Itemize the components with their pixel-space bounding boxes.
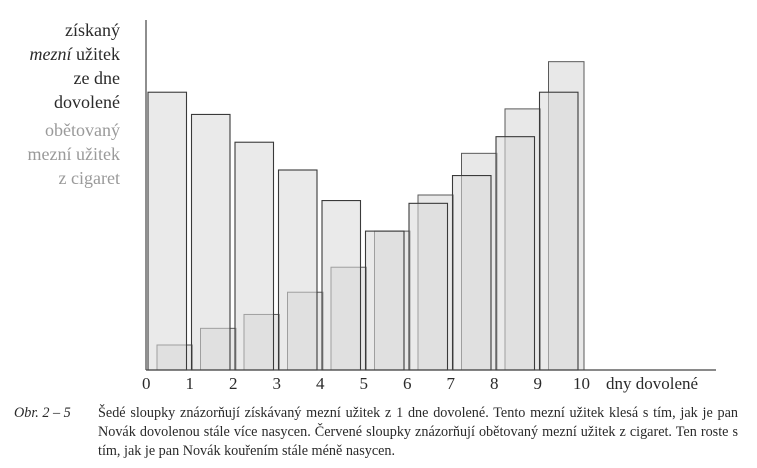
bar-gained-day-2: [190, 113, 231, 371]
bar-gained-day-8: [451, 175, 492, 371]
bar-gained-day-10: [538, 91, 579, 371]
y-label-line: ze dne: [73, 68, 120, 88]
bar-gained-day-5: [321, 200, 362, 371]
x-tick-label: 5: [360, 374, 369, 393]
y-axis-label-primary: získaný mezní užitek ze dne dovolené: [10, 18, 120, 114]
x-tick-label: 3: [273, 374, 282, 393]
bars-sacrificed-utility: [147, 91, 579, 371]
bar-chart: 0 1 2 3 4 5 6 7 8 9 10 dny dovolené: [142, 20, 716, 393]
bar-gained-day-4: [277, 169, 318, 371]
bar-gained-day-6: [364, 230, 405, 371]
x-tick-label: 6: [403, 374, 412, 393]
y-label-line: mezní užitek: [27, 144, 120, 164]
x-tick-label: 2: [229, 374, 238, 393]
y-label-line: dovolené: [54, 92, 120, 112]
y-label-line: získaný: [65, 20, 120, 40]
bar-gained-day-1: [147, 91, 188, 371]
y-label-line: z cigaret: [58, 168, 120, 188]
x-tick-labels: 0 1 2 3 4 5 6 7 8 9 10: [142, 374, 590, 393]
y-axis-label-secondary: obětovaný mezní užitek z cigaret: [10, 118, 120, 190]
bar-gained-day-3: [234, 141, 275, 371]
x-tick-label: 0: [142, 374, 151, 393]
y-label-line: mezní užitek: [29, 44, 120, 64]
x-tick-label: 8: [490, 374, 499, 393]
figure-number: Obr. 2 – 5: [14, 405, 71, 421]
x-tick-label: 7: [447, 374, 456, 393]
x-tick-label: 10: [573, 374, 590, 393]
y-label-line: obětovaný: [45, 120, 120, 140]
x-tick-label: 9: [534, 374, 543, 393]
caption-text: Šedé sloupky znázorňují získávaný mezní …: [98, 405, 738, 459]
x-tick-label: 4: [316, 374, 325, 393]
bar-gained-day-7: [408, 202, 449, 371]
bar-gained-day-9: [495, 136, 536, 371]
x-tick-label: 1: [186, 374, 195, 393]
x-axis-label: dny dovolené: [606, 374, 698, 393]
